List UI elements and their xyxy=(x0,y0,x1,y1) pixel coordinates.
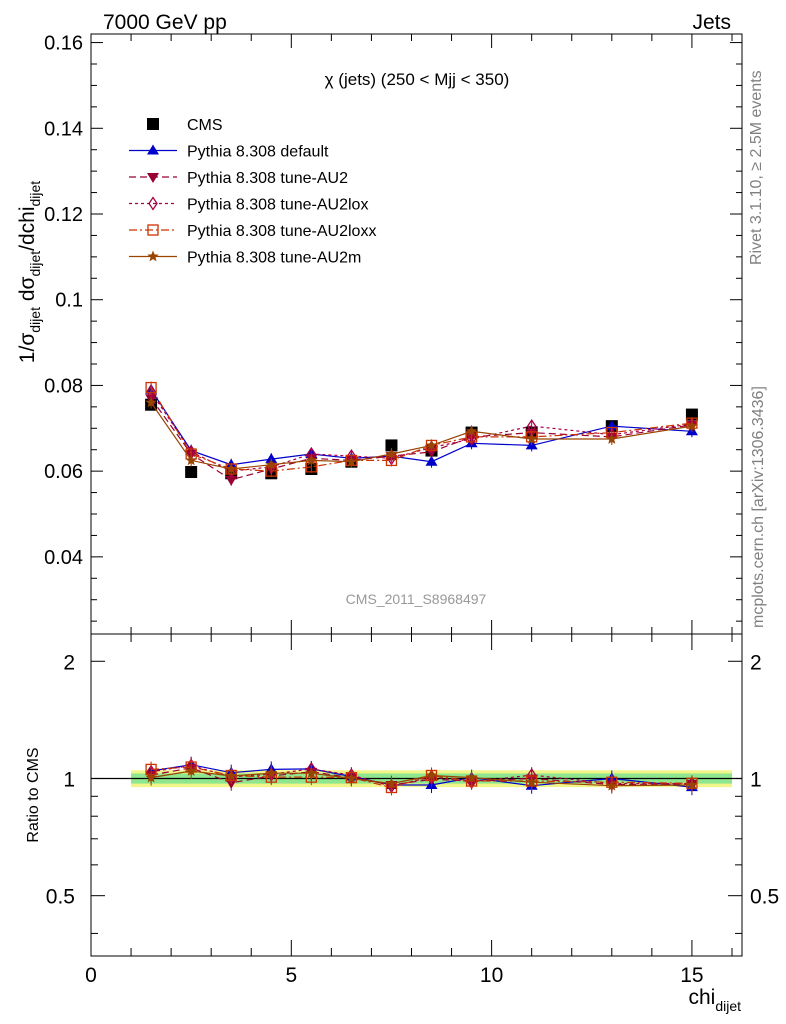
legend-label: Pythia 8.308 tune-AU2m xyxy=(187,250,361,267)
ratio-point xyxy=(185,765,197,776)
ratio-y-tick-label: 1 xyxy=(63,768,75,791)
y-tick-label: 0.04 xyxy=(44,547,83,569)
legend-item: Pythia 8.308 tune-AU2 xyxy=(129,170,348,187)
legend-item: Pythia 8.308 tune-AU2loxx xyxy=(129,223,376,240)
legend-item: Pythia 8.308 default xyxy=(129,144,329,161)
data-point xyxy=(145,396,157,408)
ratio-point xyxy=(345,772,358,784)
data-point xyxy=(425,439,438,451)
data-point xyxy=(185,454,197,466)
main-axis-ticks: 0.04 0.06 0.08 0.1 0.12 0.14 0.16 xyxy=(44,33,742,634)
main-panel: 0.04 0.06 0.08 0.1 0.12 0.14 0.16 χ (jets) (25… xyxy=(16,33,743,635)
svg-text:1/σdijet dσdijet/dchidijet: 1/σdijet dσdijet/dchidijet xyxy=(16,181,43,363)
rivet-version-label: Rivet 3.1.10, ≥ 2.5M events xyxy=(748,70,765,265)
ratio-y-tick-label-right: 0.5 xyxy=(750,886,779,909)
header-energy: 7000 GeV pp xyxy=(103,11,227,34)
legend-marker xyxy=(147,144,159,155)
data-point xyxy=(606,433,618,444)
data-point xyxy=(385,439,398,452)
data-point xyxy=(305,454,318,466)
legend-item: Pythia 8.308 tune-AU2m xyxy=(129,250,361,267)
data-point xyxy=(345,455,358,467)
y-tick-label: 0.16 xyxy=(44,33,83,55)
data-point xyxy=(686,420,698,431)
data-point xyxy=(465,425,478,437)
data-point xyxy=(225,475,238,486)
legend-label: Pythia 8.308 tune-AU2lox xyxy=(187,197,368,214)
legend-label: CMS xyxy=(187,117,223,134)
legend-item: Pythia 8.308 tune-AU2lox xyxy=(129,196,368,214)
data-point xyxy=(466,431,477,447)
main-y-axis-label: 1/σdijet dσdijet/dchidijet xyxy=(16,181,43,363)
svg-text:chidijet: chidijet xyxy=(688,986,741,1014)
x-axis-label: chidijet xyxy=(688,986,741,1014)
x-tick-label: 0 xyxy=(85,964,97,987)
ratio-axis-ticks: 0.5 0.5 1 1 2 2 0 5 10 15 xyxy=(46,634,779,987)
analysis-watermark: CMS_2011_S8968497 xyxy=(346,591,487,607)
data-point xyxy=(385,448,398,459)
legend-label: Pythia 8.308 tune-AU2 xyxy=(187,170,348,187)
ratio-point xyxy=(265,767,277,779)
data-point xyxy=(525,433,538,444)
x-tick-label: 5 xyxy=(285,964,297,987)
chart-title: χ (jets) (250 < Mjj < 350) xyxy=(325,70,510,89)
ratio-point xyxy=(686,779,698,790)
series-5 xyxy=(145,396,698,475)
legend-marker xyxy=(148,196,158,211)
data-point xyxy=(425,455,438,466)
ratio-point xyxy=(145,771,157,783)
legend-item: CMS xyxy=(147,117,223,134)
y-tick-label: 0.14 xyxy=(44,118,83,140)
data-point xyxy=(145,381,157,394)
ratio-point xyxy=(385,777,398,789)
ratio-y-tick-label-right: 2 xyxy=(750,651,762,674)
ratio-line xyxy=(151,770,692,787)
ratio-y-tick-label: 2 xyxy=(63,651,75,674)
x-tick-label: 15 xyxy=(680,964,703,987)
y-tick-label: 0.08 xyxy=(44,375,83,397)
legend-label: Pythia 8.308 default xyxy=(187,144,329,161)
y-tick-label: 0.06 xyxy=(44,461,83,483)
mcplots-label: mcplots.cern.ch [arXiv:1306.3436] xyxy=(750,386,767,628)
data-point xyxy=(185,466,198,478)
main-series-layer xyxy=(145,381,698,486)
ratio-point xyxy=(425,769,438,781)
ratio-point xyxy=(525,776,538,788)
data-point xyxy=(265,458,277,470)
legend-marker xyxy=(147,250,159,262)
legend-marker xyxy=(147,224,159,236)
legend-marker xyxy=(147,173,159,183)
data-point xyxy=(225,463,237,474)
x-tick-label: 10 xyxy=(480,964,503,987)
ratio-y-axis-label: Ratio to CMS xyxy=(25,747,42,842)
y-tick-label: 0.12 xyxy=(44,204,83,226)
legend: CMS Pythia 8.308 default Pythia 8.308 tune… xyxy=(129,117,376,267)
ratio-point xyxy=(465,771,478,783)
ratio-y-tick-label: 0.5 xyxy=(46,886,75,909)
ratio-series-4 xyxy=(145,763,698,794)
header-process: Jets xyxy=(692,11,731,34)
ratio-point xyxy=(305,767,318,779)
series-line xyxy=(150,387,692,472)
ratio-point xyxy=(606,779,618,791)
ratio-y-tick-label-right: 1 xyxy=(750,768,762,791)
legend-marker xyxy=(147,118,159,130)
legend-label: Pythia 8.308 tune-AU2loxx xyxy=(187,223,376,240)
series-line xyxy=(150,402,692,470)
ratio-series-layer xyxy=(145,756,698,796)
ratio-frame xyxy=(90,633,743,957)
y-tick-label: 0.1 xyxy=(55,290,83,312)
ratio-panel: 0.5 0.5 1 1 2 2 0 5 10 15 Ratio to CMS chidijet xyxy=(25,633,779,1014)
data-point xyxy=(265,453,278,464)
ratio-point xyxy=(225,769,237,781)
